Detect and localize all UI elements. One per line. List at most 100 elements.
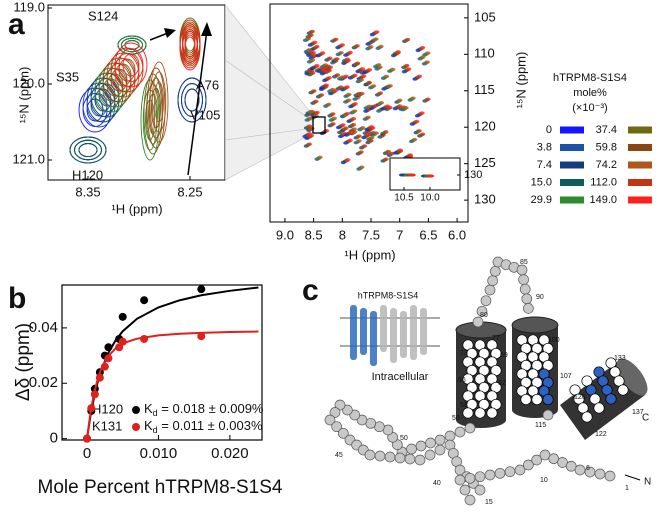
peak [351, 127, 357, 131]
residue [459, 484, 471, 496]
peak [390, 67, 396, 72]
peak [326, 76, 332, 80]
residue-number: 85 [520, 259, 528, 266]
panel-a: S124 S35 A76 V105 H120 119.0 120.0 121.0 8.35 8.2… [12, 0, 652, 262]
residue [374, 450, 386, 462]
point [83, 434, 91, 443]
panel-label: b [8, 282, 26, 315]
peak [346, 92, 352, 97]
contour [154, 81, 164, 123]
point [118, 312, 127, 321]
residue-number: 137 [632, 409, 644, 416]
peak [308, 33, 314, 37]
residue [464, 494, 476, 506]
residue [434, 444, 446, 456]
residue [542, 393, 554, 406]
residue [494, 467, 506, 479]
y-tick-label: 130 [474, 192, 496, 207]
helix [360, 308, 367, 355]
arrow [149, 32, 169, 41]
residue-number: 62 [498, 380, 506, 387]
peak [358, 78, 364, 82]
peak [405, 37, 411, 42]
legend-swatch [628, 179, 652, 186]
contour [145, 83, 161, 145]
residue [489, 265, 501, 277]
helix [420, 308, 427, 355]
point [104, 354, 113, 363]
annotation-part: d [153, 408, 158, 418]
point [90, 390, 99, 399]
peak [378, 101, 384, 105]
x-tick-label: 8.25 [177, 184, 202, 199]
peak [356, 139, 362, 143]
residue-number: 77 [492, 335, 500, 342]
annotation-part: K [144, 401, 153, 416]
x-axis-label: Mole Percent hTRPM8-S1S4 [38, 477, 283, 498]
contour [182, 31, 198, 65]
peak [359, 67, 366, 71]
contour [184, 36, 196, 60]
residue [324, 414, 336, 426]
panel-c: hTRPM8-S1S4 Intracellular 85 90 80 77 73 69 66 62… [324, 256, 651, 506]
peak [343, 126, 349, 130]
y-tick-label: 0.02 [29, 374, 58, 391]
residue [364, 449, 376, 461]
x-tick-label: 10.0 [420, 193, 440, 204]
peak [314, 110, 320, 115]
residue [341, 404, 353, 416]
residue-number: 133 [614, 355, 626, 362]
y-tick-label: 105 [474, 9, 496, 24]
peak [354, 62, 360, 66]
peak [425, 97, 431, 101]
zoom-box [312, 116, 326, 134]
peak [428, 174, 435, 178]
peak [358, 150, 364, 154]
helix [380, 305, 387, 352]
residue [605, 393, 617, 405]
peak [420, 132, 426, 136]
panel-label: c [302, 274, 319, 307]
residue [584, 466, 596, 478]
residue [394, 452, 406, 464]
peak [414, 119, 420, 124]
legend-units: (×10⁻³) [572, 102, 607, 114]
peak [334, 57, 340, 61]
residue-number: 15 [485, 499, 493, 506]
point [95, 373, 104, 382]
residue [594, 468, 606, 480]
peak [383, 74, 390, 79]
x-tick-label: 8.35 [75, 184, 100, 199]
legend-swatch [628, 196, 652, 204]
residue [542, 409, 554, 421]
peak-label: H120 [72, 167, 103, 182]
peak [407, 153, 413, 157]
contour [177, 77, 207, 123]
residue-number: 90 [536, 294, 544, 301]
residue-number: 66 [458, 377, 466, 384]
point [140, 334, 149, 343]
peak [420, 45, 426, 50]
residue [480, 295, 492, 307]
x-tick-label: 7.5 [362, 227, 380, 242]
peak [360, 126, 366, 130]
y-axis-label: ¹⁵N (ppm) [16, 67, 31, 124]
residue [454, 474, 466, 486]
peak [306, 142, 312, 146]
residue [519, 283, 531, 295]
peak [373, 131, 379, 135]
residue-number: 107 [560, 373, 572, 380]
residue [531, 393, 543, 406]
residue [518, 274, 529, 285]
cylinder-top [511, 316, 559, 334]
peak [330, 122, 336, 126]
peak [420, 55, 426, 59]
residue [484, 469, 496, 481]
spectrum-frame [269, 3, 469, 223]
legend-label: 0 [546, 124, 552, 136]
contour [149, 61, 169, 143]
legend-annotation: Kd = 0.018 ± 0.009% [144, 401, 264, 418]
peak [410, 96, 416, 100]
residue [334, 399, 346, 411]
